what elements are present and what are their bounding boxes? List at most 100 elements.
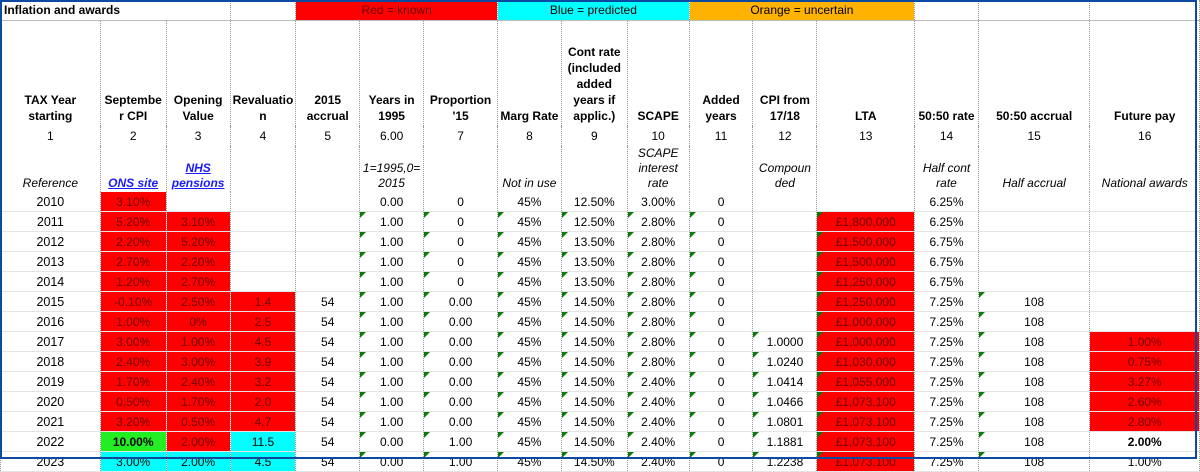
table-cell[interactable]: [295, 192, 361, 212]
table-cell[interactable]: 1.0414: [752, 371, 818, 392]
table-cell[interactable]: 1.0466: [752, 391, 818, 412]
table-cell[interactable]: 1.00%: [165, 331, 231, 352]
table-cell[interactable]: 3.2: [229, 371, 297, 392]
table-cell[interactable]: 2022: [0, 431, 101, 452]
table-cell[interactable]: 0: [688, 411, 754, 432]
table-cell[interactable]: 0.00: [359, 451, 425, 472]
table-cell[interactable]: 0: [688, 271, 754, 292]
table-cell[interactable]: 12.50%: [560, 192, 628, 212]
table-cell[interactable]: 45%: [497, 211, 562, 232]
table-cell[interactable]: 7.25%: [914, 451, 979, 472]
table-cell[interactable]: 45%: [497, 451, 562, 472]
table-cell[interactable]: 1.0240: [752, 351, 818, 372]
column-reference[interactable]: ONS site: [99, 146, 167, 192]
table-cell[interactable]: 1.00%: [99, 311, 167, 332]
table-cell[interactable]: 54: [295, 411, 361, 432]
table-cell[interactable]: 14.50%: [560, 451, 628, 472]
table-cell[interactable]: 2.80%: [626, 231, 690, 252]
table-cell[interactable]: 0: [688, 351, 754, 372]
table-cell[interactable]: 0.00: [423, 411, 499, 432]
table-cell[interactable]: 4.5: [229, 451, 297, 472]
table-cell[interactable]: [977, 271, 1091, 292]
table-cell[interactable]: £1,000,000: [816, 311, 916, 332]
table-cell[interactable]: 3.10%: [99, 192, 167, 212]
table-cell[interactable]: £1,500,000: [816, 251, 916, 272]
table-cell[interactable]: 6.75%: [914, 271, 979, 292]
table-cell[interactable]: 0: [423, 211, 499, 232]
table-cell[interactable]: £1,073,100: [816, 451, 916, 472]
table-cell[interactable]: 0%: [165, 311, 231, 332]
table-cell[interactable]: 13.50%: [560, 251, 628, 272]
table-cell[interactable]: 2014: [0, 271, 101, 292]
table-cell[interactable]: £1,250,000: [816, 291, 916, 312]
table-cell[interactable]: 2.80%: [1089, 411, 1200, 432]
table-cell[interactable]: 7.25%: [914, 371, 979, 392]
table-cell[interactable]: 1.0000: [752, 331, 818, 352]
table-cell[interactable]: 1.0801: [752, 411, 818, 432]
table-cell[interactable]: [1089, 192, 1200, 212]
table-cell[interactable]: £1,073,100: [816, 411, 916, 432]
table-cell[interactable]: 0: [688, 371, 754, 392]
table-cell[interactable]: 108: [977, 371, 1091, 392]
table-cell[interactable]: 0.00: [423, 291, 499, 312]
table-cell[interactable]: 13.50%: [560, 271, 628, 292]
table-cell[interactable]: 54: [295, 331, 361, 352]
table-cell[interactable]: 14.50%: [560, 331, 628, 352]
table-cell[interactable]: 2.80%: [626, 331, 690, 352]
table-cell[interactable]: 45%: [497, 251, 562, 272]
table-cell[interactable]: 0: [688, 231, 754, 252]
table-cell[interactable]: 3.00%: [99, 331, 167, 352]
table-cell[interactable]: 3.20%: [99, 411, 167, 432]
table-cell[interactable]: 7.25%: [914, 391, 979, 412]
table-cell[interactable]: 54: [295, 311, 361, 332]
table-cell[interactable]: 1.00: [359, 391, 425, 412]
table-cell[interactable]: 108: [977, 311, 1091, 332]
table-cell[interactable]: 45%: [497, 331, 562, 352]
table-cell[interactable]: 7.25%: [914, 291, 979, 312]
table-cell[interactable]: 1.00%: [1089, 331, 1200, 352]
table-cell[interactable]: £1,055,000: [816, 371, 916, 392]
table-cell[interactable]: 1.00: [359, 291, 425, 312]
table-cell[interactable]: 0.00: [423, 351, 499, 372]
table-cell[interactable]: 45%: [497, 291, 562, 312]
table-cell[interactable]: 14.50%: [560, 431, 628, 452]
table-cell[interactable]: 1.00%: [1089, 451, 1200, 472]
table-cell[interactable]: 2023: [0, 451, 101, 472]
table-cell[interactable]: [752, 231, 818, 252]
table-cell[interactable]: 2.00%: [1089, 431, 1200, 452]
table-cell[interactable]: [816, 192, 916, 212]
table-cell[interactable]: 1.00: [359, 211, 425, 232]
table-cell[interactable]: 2.40%: [626, 431, 690, 452]
table-cell[interactable]: 108: [977, 411, 1091, 432]
table-cell[interactable]: 3.10%: [165, 211, 231, 232]
table-cell[interactable]: 0: [688, 192, 754, 212]
table-cell[interactable]: [977, 211, 1091, 232]
table-cell[interactable]: 0: [688, 391, 754, 412]
table-cell[interactable]: £1,800,000: [816, 211, 916, 232]
table-cell[interactable]: 2.40%: [165, 371, 231, 392]
table-cell[interactable]: 0.50%: [165, 411, 231, 432]
table-cell[interactable]: 108: [977, 431, 1091, 452]
table-cell[interactable]: [229, 271, 297, 292]
table-cell[interactable]: 54: [295, 431, 361, 452]
table-cell[interactable]: 5.20%: [99, 211, 167, 232]
table-cell[interactable]: 2.80%: [626, 271, 690, 292]
table-cell[interactable]: 14.50%: [560, 411, 628, 432]
table-cell[interactable]: [1089, 291, 1200, 312]
table-cell[interactable]: 0.75%: [1089, 351, 1200, 372]
table-cell[interactable]: 6.75%: [914, 251, 979, 272]
table-cell[interactable]: [295, 211, 361, 232]
table-cell[interactable]: 1.00: [359, 351, 425, 372]
table-cell[interactable]: 45%: [497, 231, 562, 252]
table-cell[interactable]: 2.40%: [626, 391, 690, 412]
table-cell[interactable]: 0: [688, 291, 754, 312]
table-cell[interactable]: 0.00: [359, 431, 425, 452]
table-cell[interactable]: 2.5: [229, 311, 297, 332]
table-cell[interactable]: 0: [423, 192, 499, 212]
table-cell[interactable]: 2.60%: [1089, 391, 1200, 412]
table-cell[interactable]: 3.9: [229, 351, 297, 372]
table-cell[interactable]: [977, 192, 1091, 212]
table-cell[interactable]: £1,073,100: [816, 431, 916, 452]
table-cell[interactable]: 1.00: [423, 431, 499, 452]
table-cell[interactable]: 2015: [0, 291, 101, 312]
